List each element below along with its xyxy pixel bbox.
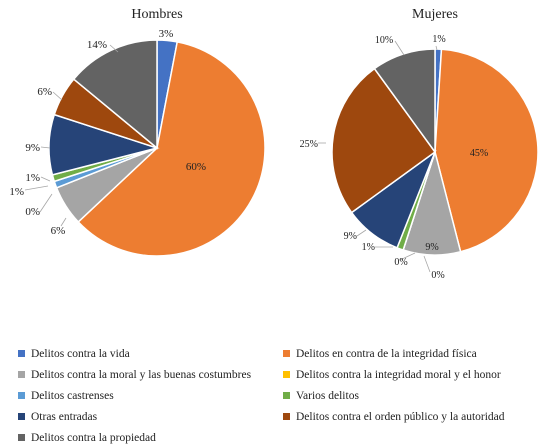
data-label-otras: 9%: [344, 231, 357, 242]
data-label-vida: 1%: [432, 34, 445, 45]
pie-mujeres: 1% 45% 9% 0% 0% 1% 9% 25% 10%: [300, 34, 539, 281]
leader-line: [24, 185, 49, 191]
data-label-moral: 9%: [425, 242, 438, 253]
legend-swatch: [283, 350, 290, 357]
legend-swatch: [283, 392, 290, 399]
leader-line: [435, 45, 438, 51]
legend-swatch: [283, 413, 290, 420]
legend-item-propiedad: Delitos contra la propiedad: [18, 432, 283, 444]
data-label-moral: 6%: [51, 225, 66, 237]
chart-title-hombres: Hombres: [131, 7, 182, 22]
legend-label: Otras entradas: [31, 410, 98, 423]
legend-item-vida: Delitos contra la vida: [18, 348, 283, 360]
legend-item-otras: Otras entradas: [18, 411, 283, 423]
leader-line: [60, 217, 67, 227]
legend-swatch: [18, 392, 25, 399]
legend-label: Delitos contra la integridad moral y el …: [296, 368, 501, 381]
chart-title-mujeres: Mujeres: [412, 7, 458, 22]
leader-line: [40, 146, 51, 149]
legend-label: Delitos en contra de la integridad físic…: [296, 347, 477, 360]
leader-line: [399, 252, 416, 261]
legend-swatch: [18, 413, 25, 420]
legend-swatch: [18, 371, 25, 378]
legend-label: Delitos contra la propiedad: [31, 431, 156, 444]
data-label-varios: 1%: [362, 242, 375, 253]
leader-line: [39, 193, 53, 213]
data-label-honor: 0%: [431, 270, 444, 281]
legend-item-orden-publico: Delitos contra el orden público y la aut…: [283, 411, 505, 423]
data-label-otras: 9%: [25, 142, 40, 154]
leader-line: [40, 176, 51, 182]
data-label-orden-publico: 25%: [300, 139, 318, 150]
legend-item-varios: Varios delitos: [283, 390, 359, 402]
leader-line: [356, 229, 367, 237]
data-label-integridad-fisica: 60%: [186, 161, 206, 173]
data-label-varios: 1%: [25, 172, 40, 184]
legend-item-moral: Delitos contra la moral y las buenas cos…: [18, 369, 283, 381]
legend-item-integridad-fisica: Delitos en contra de la integridad físic…: [283, 348, 477, 360]
legend-item-honor: Delitos contra la integridad moral y el …: [283, 369, 501, 381]
data-label-orden-publico: 6%: [37, 86, 52, 98]
leader-line: [52, 91, 63, 101]
legend-swatch: [283, 371, 290, 378]
leader-line: [394, 40, 405, 56]
legend-label: Delitos contra el orden público y la aut…: [296, 410, 505, 423]
legend-swatch: [18, 434, 25, 441]
data-label-castrenses: 0%: [394, 257, 407, 268]
pie-hombres: 3%60%6%0%1%1%9%6%14%: [9, 28, 266, 257]
pie-slice-propiedad: [72, 39, 158, 150]
pie-slice-orden-publico: [331, 67, 437, 214]
pie-slice-integridad-fisica: [77, 41, 266, 257]
legend-label: Delitos castrenses: [31, 389, 114, 402]
legend: Delitos contra la vida Delitos en contra…: [18, 343, 548, 448]
leader-line: [423, 255, 431, 273]
legend-label: Delitos contra la moral y las buenas cos…: [31, 368, 252, 381]
legend-label: Varios delitos: [296, 389, 359, 402]
data-label-vida: 3%: [159, 28, 174, 40]
data-label-honor: 0%: [25, 206, 40, 218]
legend-swatch: [18, 350, 25, 357]
pie-charts-figure: Hombres Mujeres 3%60%6%0%1%1%9%6%14% 1%4…: [9, 7, 539, 281]
data-label-castrenses: 1%: [9, 186, 24, 198]
legend-label: Delitos contra la vida: [31, 347, 130, 360]
legend-item-castrenses: Delitos castrenses: [18, 390, 283, 402]
leader-line: [109, 44, 119, 53]
data-label-propiedad: 10%: [375, 35, 393, 46]
data-label-propiedad: 14%: [87, 39, 107, 51]
pie-slice-integridad-fisica: [434, 48, 539, 253]
data-label-integridad-fisica: 45%: [470, 148, 488, 159]
